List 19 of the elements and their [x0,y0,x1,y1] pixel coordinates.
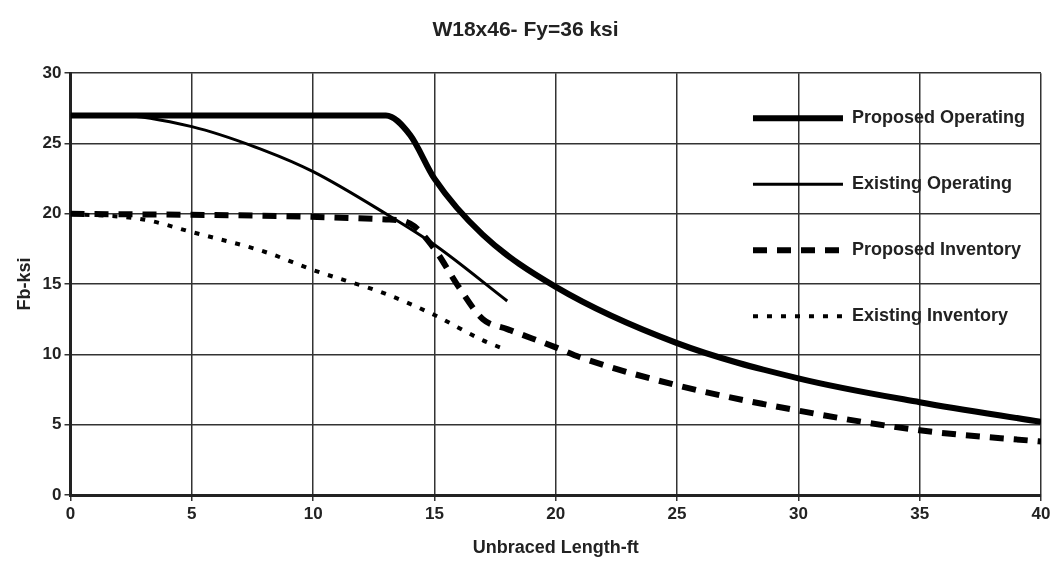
y-tick-label: 10 [42,344,62,364]
x-tick-label: 25 [667,503,687,523]
y-tick-label: 30 [42,62,62,82]
x-tick-label: 0 [65,503,76,523]
x-tick-label: 5 [187,503,197,523]
y-tick-label: 25 [42,133,62,153]
x-tick-label: 30 [788,503,808,523]
y-tick-label: 15 [42,273,62,293]
x-tick-label: 40 [1031,503,1051,523]
y-axis-title: Fb-ksi [13,257,34,311]
chart-title: W18x46- Fy=36 ksi [432,17,619,41]
x-tick-label: 10 [303,503,323,523]
x-axis-title: Unbraced Length-ft [472,537,639,558]
y-tick-label: 20 [42,203,62,223]
x-tick-label: 20 [546,503,566,523]
y-tick-label: 0 [52,484,62,504]
y-tick-label: 5 [52,414,62,434]
x-tick-label: 15 [424,503,444,523]
x-tick-label: 35 [910,503,930,523]
